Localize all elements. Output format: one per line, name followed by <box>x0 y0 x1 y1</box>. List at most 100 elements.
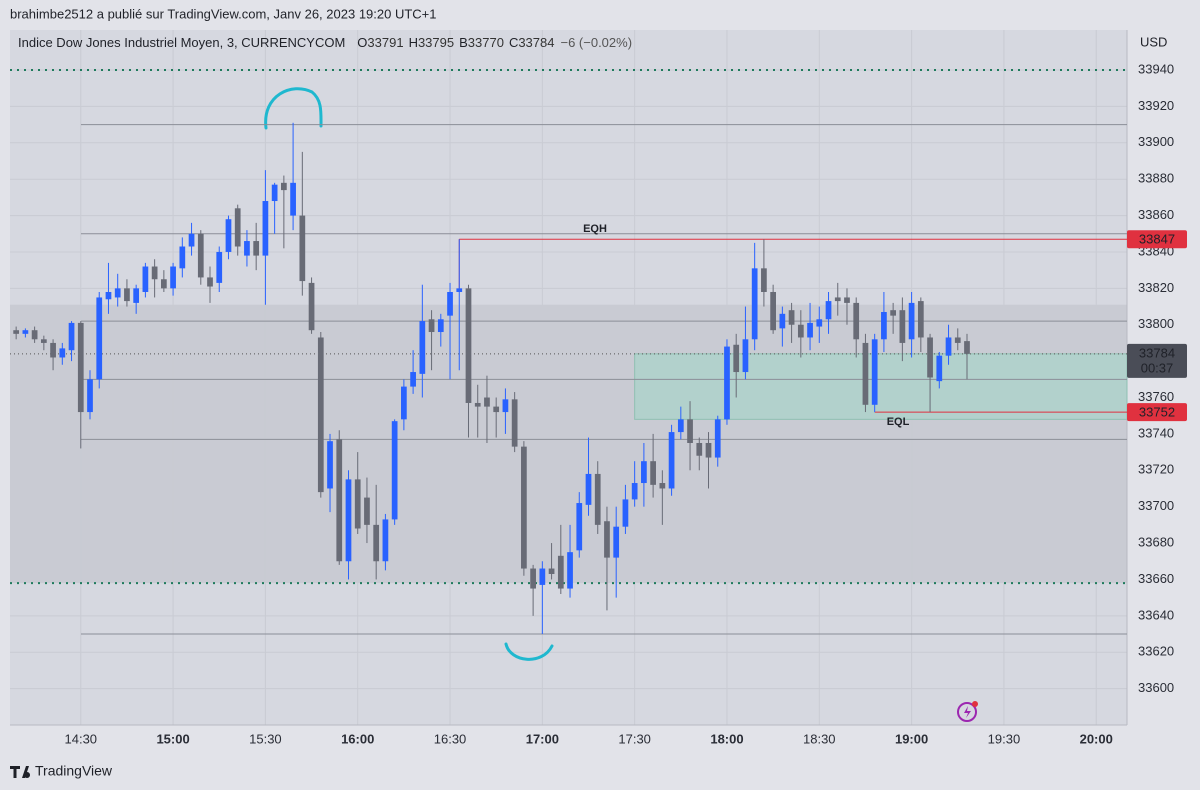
y-tick-label: 33740 <box>1138 425 1174 440</box>
candle-body <box>170 266 176 289</box>
candle-body <box>281 182 287 191</box>
eql-price-text: 33752 <box>1139 405 1175 420</box>
candle-body <box>244 241 250 256</box>
candle-body <box>419 321 426 374</box>
candle-body <box>345 479 352 562</box>
candle-body <box>936 355 943 382</box>
countdown-text: 00:37 <box>1141 360 1174 375</box>
alert-icon <box>957 701 978 722</box>
candle-body <box>668 432 675 489</box>
candle-body <box>299 215 306 282</box>
candle-body <box>825 301 832 320</box>
y-tick-label: 33660 <box>1138 571 1174 586</box>
candle-body <box>899 310 906 343</box>
candle-body <box>834 297 841 302</box>
candle-body <box>262 201 269 256</box>
candle-body <box>631 483 638 500</box>
candle-body <box>733 344 740 373</box>
ohlc-value: 33784 <box>518 35 554 50</box>
candle-body <box>622 499 629 527</box>
x-tick-label: 16:00 <box>341 731 374 746</box>
candle-body <box>751 268 758 340</box>
candle-body <box>871 339 878 405</box>
candle-body <box>160 279 167 289</box>
symbol-legend: Indice Dow Jones Industriel Moyen, 3, CU… <box>18 35 632 50</box>
candle-body <box>207 277 213 287</box>
publish-header: brahimbe2512 a publié sur TradingView.co… <box>10 6 437 21</box>
candle-body <box>585 473 592 505</box>
x-tick-label: 18:30 <box>803 731 836 746</box>
y-tick-label: 33600 <box>1138 680 1174 695</box>
x-tick-label: 17:30 <box>618 731 651 746</box>
candle-body <box>770 291 776 331</box>
candle-body <box>77 322 84 413</box>
candle-body <box>437 319 444 333</box>
y-tick-label: 33920 <box>1138 98 1174 113</box>
candle-body <box>761 268 767 292</box>
y-tick-label: 33880 <box>1138 171 1174 186</box>
x-tick-label: 15:30 <box>249 731 282 746</box>
candle-body <box>641 461 647 484</box>
candle-body <box>862 342 869 405</box>
candle-body <box>557 555 564 589</box>
ohlc-label: C <box>509 35 518 50</box>
candle-body <box>613 526 620 558</box>
candle-body <box>308 282 315 331</box>
candle-body <box>797 324 804 338</box>
candle-body <box>336 439 343 562</box>
ohlc-label: O <box>357 35 367 50</box>
candle-body <box>954 337 961 343</box>
x-tick-label: 16:30 <box>434 731 467 746</box>
ohlc-value: 33770 <box>468 35 504 50</box>
y-tick-label: 33620 <box>1138 644 1174 659</box>
candle-body <box>945 337 952 356</box>
y-tick-label: 33820 <box>1138 280 1174 295</box>
candle-body <box>696 442 703 456</box>
candle-body <box>456 288 463 292</box>
candle-body <box>687 419 693 443</box>
candle-body <box>724 346 730 420</box>
candle-body <box>677 419 684 433</box>
eql-price-tag <box>1127 403 1187 422</box>
candle-body <box>447 291 453 316</box>
x-tick-label: 20:00 <box>1080 731 1113 746</box>
last-price-text: 33784 <box>1139 345 1175 360</box>
candle-body <box>317 337 324 493</box>
x-tick-label: 19:00 <box>895 731 928 746</box>
candle-body <box>844 297 850 303</box>
eqh-label: EQH <box>583 223 607 235</box>
candle-body <box>604 521 610 558</box>
symbol-name: Indice Dow Jones Industriel Moyen, 3, CU… <box>18 35 345 50</box>
candle-body <box>742 339 749 373</box>
shaded-band <box>10 304 1127 584</box>
candle-body <box>428 319 435 333</box>
candle-body <box>96 297 103 380</box>
candle-body <box>40 339 47 343</box>
candle-body <box>22 330 29 334</box>
axis-unit: USD <box>1140 34 1167 49</box>
candle-body <box>364 497 370 525</box>
candle-body <box>197 233 204 278</box>
candle-body <box>465 288 472 403</box>
candle-body <box>594 473 601 525</box>
candle-body <box>391 421 398 520</box>
candle-body <box>539 568 546 585</box>
candle-body <box>816 319 823 327</box>
candle-body <box>927 337 933 378</box>
candle-body <box>659 483 666 489</box>
eql-label: EQL <box>887 416 910 428</box>
ohlc-label: H <box>409 35 418 50</box>
candle-body <box>807 322 813 338</box>
candle-body <box>13 330 20 334</box>
drawing-arc-bottom <box>504 642 554 661</box>
y-tick-label: 33680 <box>1138 535 1174 550</box>
x-tick-label: 17:00 <box>526 731 559 746</box>
candle-body <box>493 406 500 413</box>
candle-body <box>908 302 915 340</box>
candle-body <box>853 302 860 340</box>
change-value: −6 (−0.02%) <box>560 35 632 50</box>
y-tick-label: 33760 <box>1138 389 1174 404</box>
candle-body <box>650 461 656 485</box>
y-tick-label: 33700 <box>1138 498 1174 513</box>
candle-body <box>548 568 555 574</box>
